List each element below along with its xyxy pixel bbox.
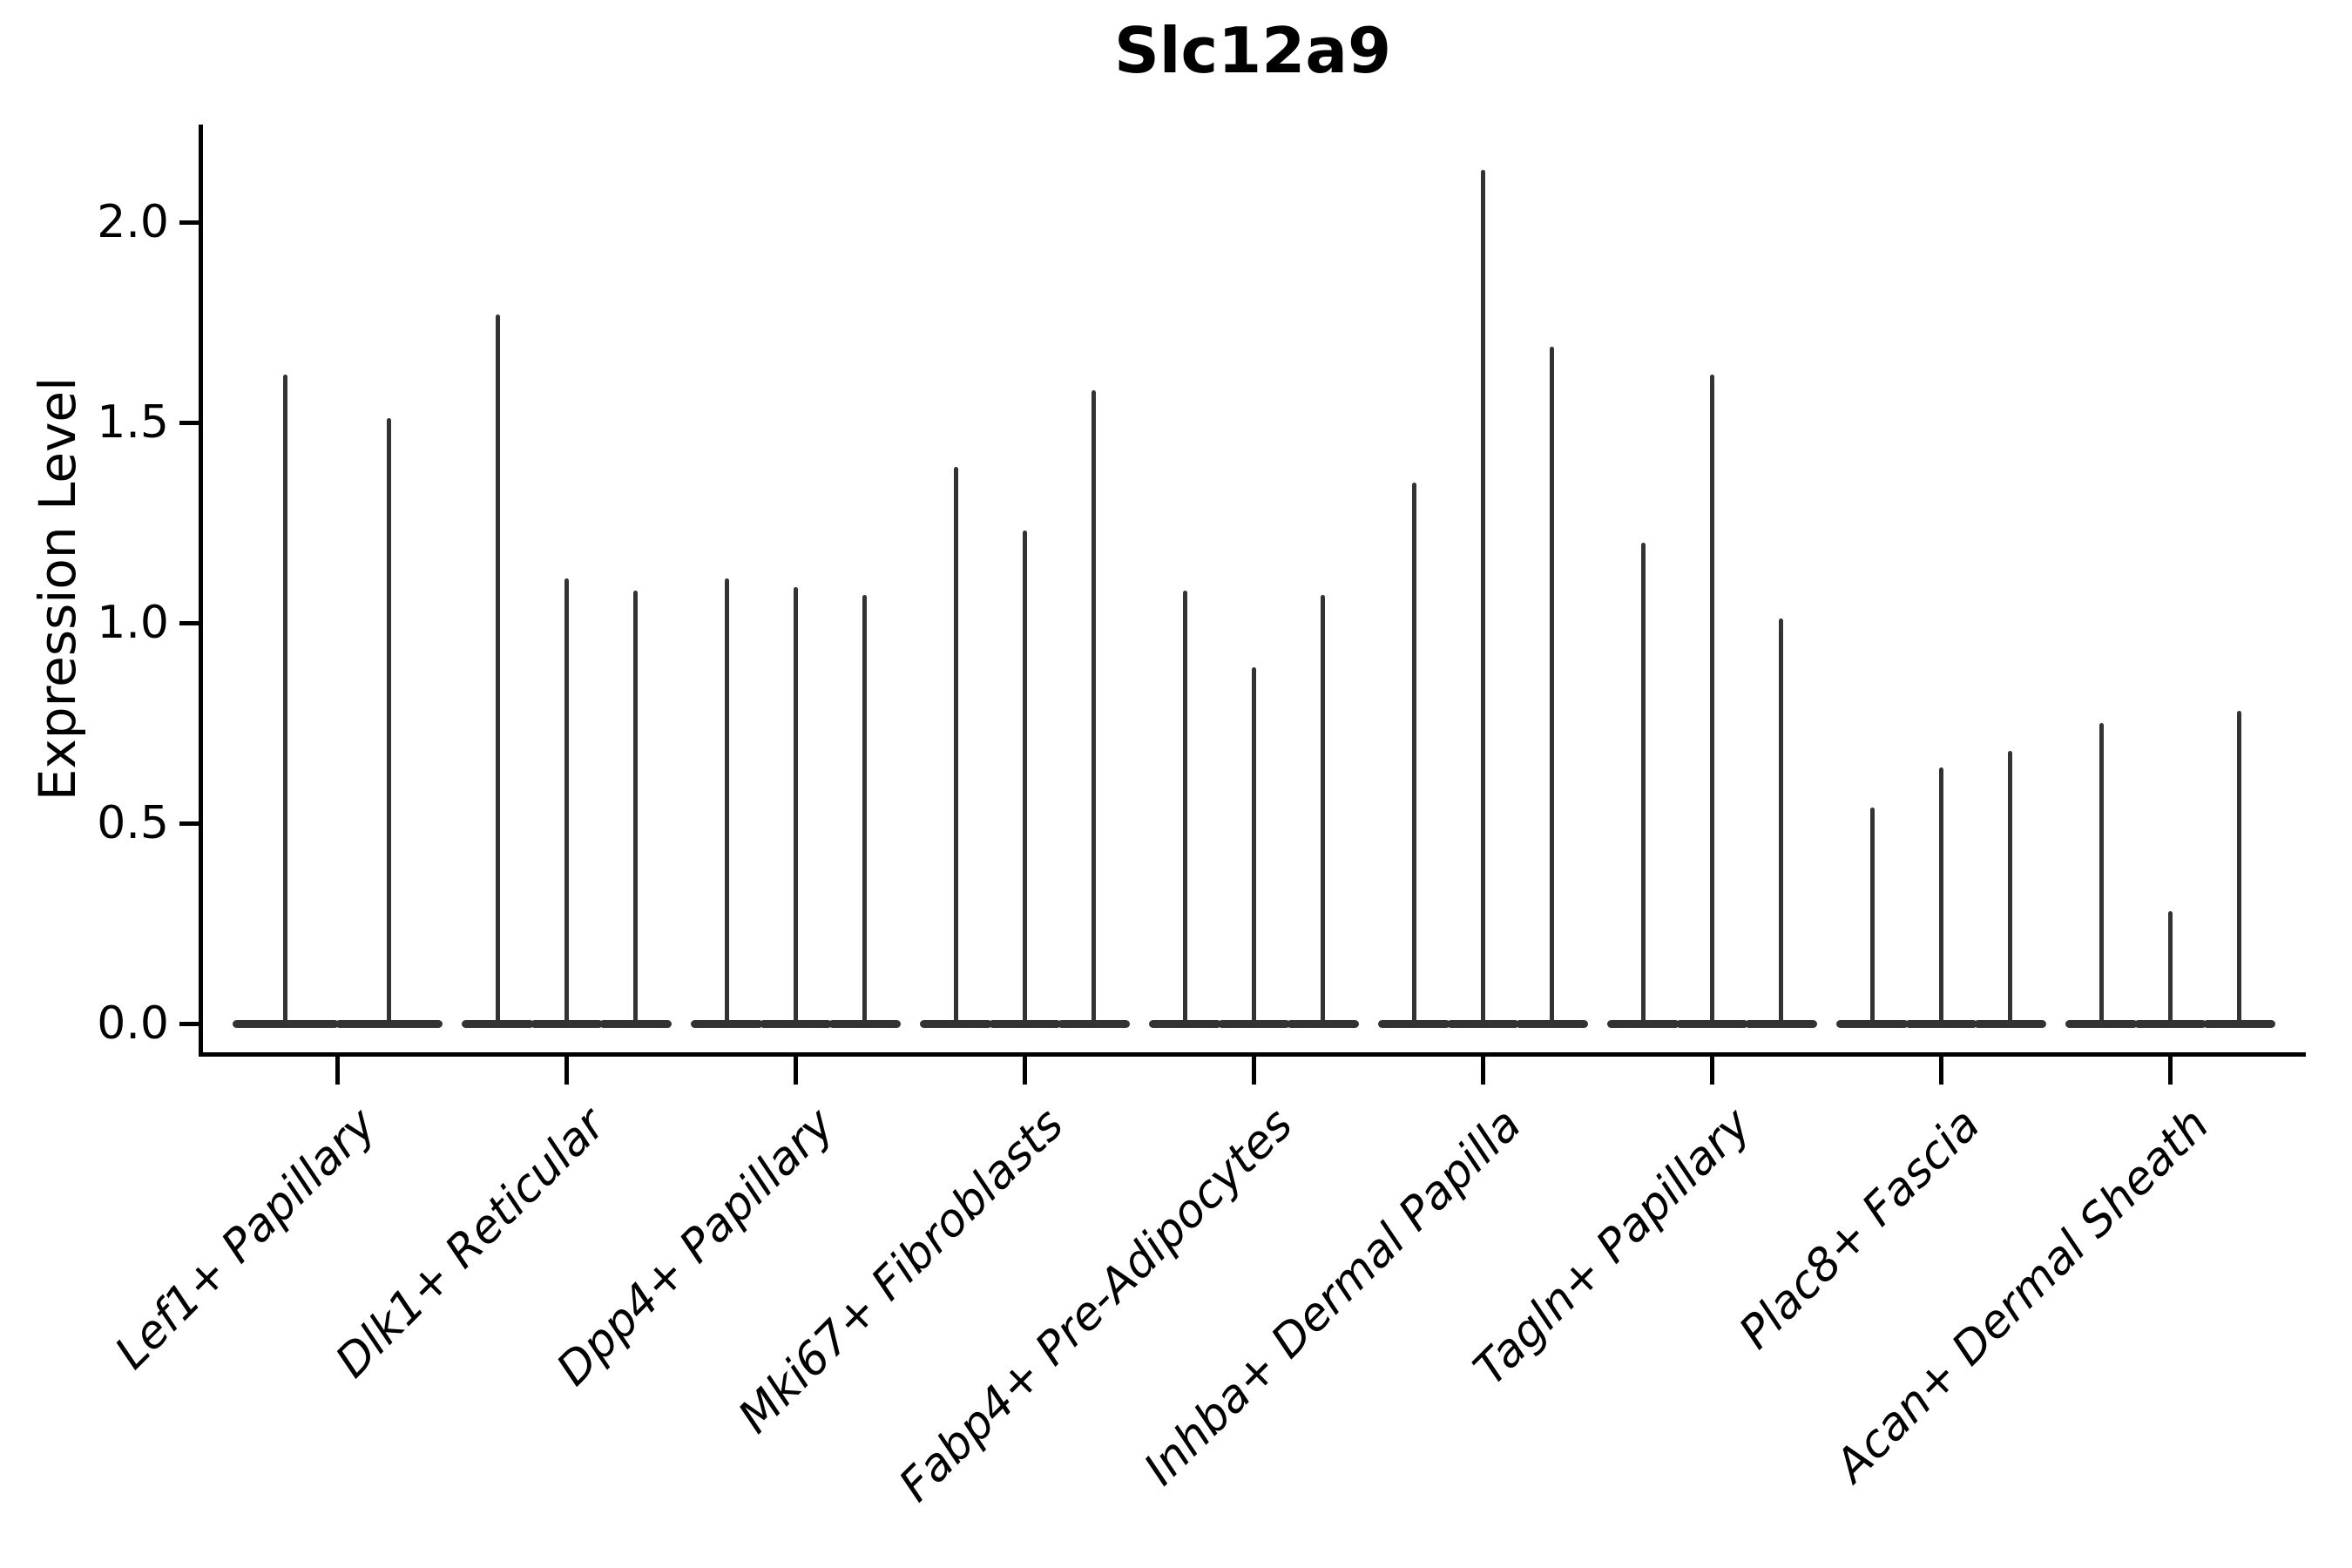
violin-spike [1869,807,1875,1026]
y-tick [179,1022,199,1026]
violin-spike [386,418,391,1026]
x-tick [1939,1057,1943,1085]
violin-spike [793,586,798,1026]
y-tick [179,621,199,625]
x-tick [335,1057,340,1085]
y-tick [179,821,199,826]
x-axis-category-label: Inhba+ Dermal Papilla [1134,1098,1532,1496]
violin-spike [1022,531,1027,1026]
violin-spike [724,578,729,1026]
x-tick [2168,1057,2173,1085]
violin-spike [1640,543,1646,1026]
violin-spike [862,594,867,1026]
x-axis-category-label: Plac8+ Fascia [1729,1098,1990,1360]
x-tick [1023,1057,1027,1085]
y-tick-label: 0.0 [97,997,169,1050]
y-tick-label: 2.0 [97,196,169,248]
violin-spike [2007,751,2012,1026]
x-axis-category-label: Fabp4+ Pre-Adipocytes [889,1098,1303,1512]
x-tick [1710,1057,1714,1085]
violin-spike [1091,390,1096,1026]
violin-spike [1938,767,1943,1026]
y-tick-label: 1.0 [97,597,169,649]
violin-spike [1320,594,1325,1026]
x-tick [1252,1057,1256,1085]
violin-spike [564,578,569,1026]
violin-spike [2167,911,2173,1026]
x-tick [1481,1057,1485,1085]
violin-spike [632,591,638,1026]
x-axis-line [199,1052,2306,1057]
violin-spike [1480,170,1485,1026]
chart-title: Slc12a9 [1113,14,1392,87]
violin-spike [1182,591,1187,1026]
y-tick-label: 1.5 [97,396,169,449]
violin-spike [1251,666,1256,1026]
violin-spike [1709,374,1714,1026]
y-tick [179,220,199,225]
violin-spike [953,466,958,1026]
x-tick [564,1057,569,1085]
violin-spike [1411,483,1416,1026]
x-axis-category-label: Acan+ Dermal Sheath [1825,1098,2220,1492]
violin-spike [2099,723,2104,1026]
y-tick [179,421,199,425]
x-tick [794,1057,798,1085]
violin-spike [1778,618,1783,1026]
violin-spike [283,374,288,1026]
violin-spike [1549,346,1554,1026]
y-axis-line [199,125,203,1057]
y-tick-label: 0.5 [97,797,169,849]
violin-spike [2236,711,2241,1026]
violin-spike [495,314,500,1026]
